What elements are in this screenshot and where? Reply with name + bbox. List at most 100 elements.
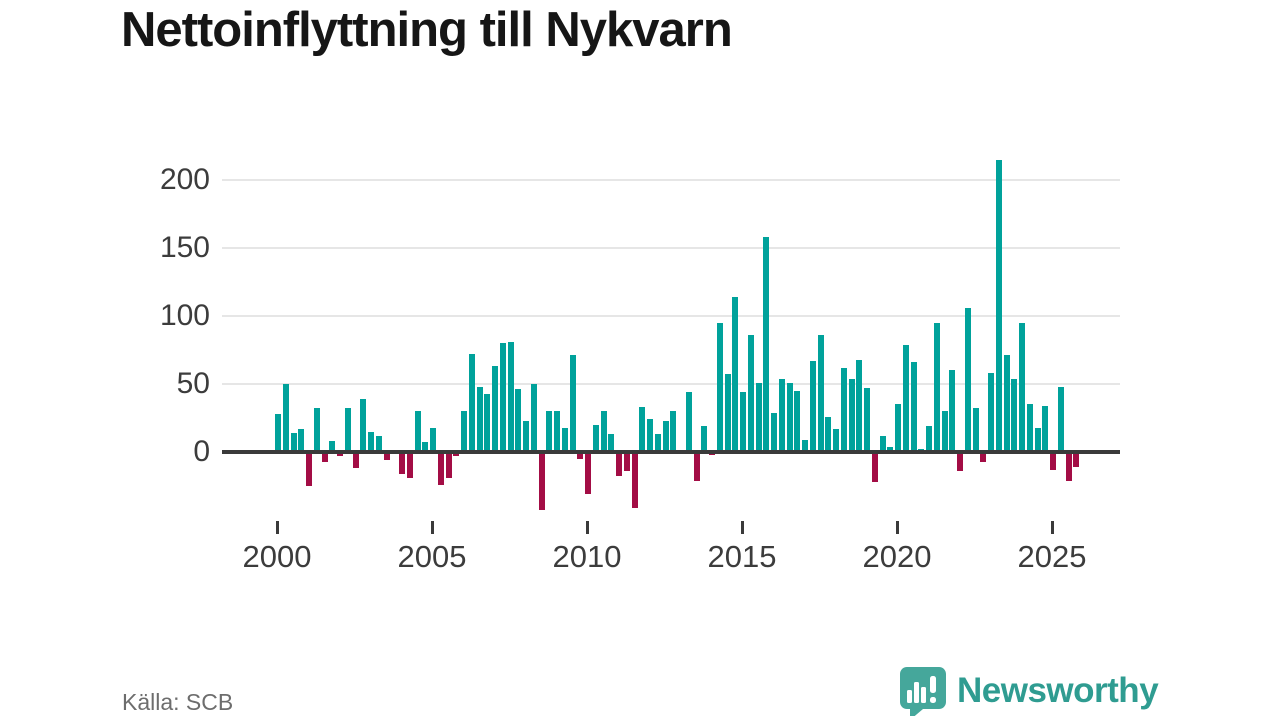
bar [360, 398, 367, 452]
bar [631, 452, 638, 508]
bar [538, 452, 545, 511]
bar [941, 411, 948, 452]
x-axis-label: 2015 [707, 539, 777, 574]
y-axis-label: 150 [159, 231, 210, 264]
gridline [222, 315, 1120, 317]
bar [647, 419, 653, 452]
x-axis-label: 2000 [242, 539, 312, 574]
bar [1073, 452, 1080, 467]
bar [887, 446, 894, 452]
bar [368, 431, 374, 452]
bar [561, 427, 568, 452]
bar [476, 386, 483, 452]
bar [1057, 386, 1064, 452]
gridline [222, 383, 1120, 385]
bar [306, 452, 312, 486]
bar [507, 341, 514, 452]
bar [492, 366, 498, 452]
bar [771, 412, 777, 452]
gridline [222, 179, 1120, 181]
bar [817, 335, 824, 452]
bar [554, 411, 560, 452]
bar [298, 428, 305, 452]
chart-title: Nettoinflyttning till Nykvarn [121, 3, 733, 57]
bar [864, 388, 870, 452]
bar [592, 424, 599, 452]
bar [802, 439, 808, 452]
bar [1065, 452, 1072, 481]
bar [313, 408, 320, 452]
bar [1026, 404, 1033, 452]
bar [879, 435, 886, 452]
bar [1050, 452, 1056, 470]
x-axis-tick [586, 521, 589, 534]
bar [530, 384, 537, 452]
bar [430, 427, 436, 452]
bar [290, 432, 297, 452]
bar [375, 435, 382, 452]
bar [499, 343, 506, 452]
bar [437, 452, 444, 485]
bar [980, 452, 987, 462]
y-axis-label: 50 [176, 367, 210, 400]
bar [639, 407, 646, 452]
bar [321, 452, 328, 462]
bar [825, 416, 832, 452]
bar [933, 322, 940, 452]
bar [406, 452, 413, 478]
bar [569, 355, 576, 452]
bar [833, 428, 839, 452]
gridline [222, 247, 1120, 249]
bar [995, 159, 1002, 452]
bar [1034, 427, 1041, 452]
bar [585, 452, 591, 495]
bar [515, 389, 522, 452]
bar [693, 452, 700, 481]
bar [871, 452, 878, 482]
bar [895, 404, 901, 452]
bar [275, 413, 281, 452]
bar [344, 408, 351, 452]
x-axis-tick [276, 521, 279, 534]
bar [685, 392, 692, 452]
bar [848, 378, 855, 452]
bar [794, 390, 801, 452]
x-axis-label: 2020 [862, 539, 932, 574]
y-axis-label: 0 [193, 435, 210, 468]
newsworthy-logo[interactable]: Newsworthy [898, 666, 1159, 716]
bar [724, 374, 731, 452]
bar [453, 452, 460, 457]
bar [616, 452, 622, 477]
bar [523, 420, 529, 452]
bar [856, 359, 863, 452]
bar [1019, 322, 1025, 452]
bar [972, 408, 979, 452]
y-axis-label: 200 [159, 163, 210, 196]
bar [422, 442, 429, 452]
x-axis-label: 2010 [552, 539, 622, 574]
x-axis-tick [741, 521, 744, 534]
bar [840, 367, 847, 452]
bar [1003, 355, 1010, 452]
bar [600, 411, 607, 452]
bar [337, 452, 343, 457]
bar [809, 360, 816, 452]
bar [445, 452, 452, 478]
bar [778, 378, 785, 452]
bar [654, 434, 661, 452]
x-axis-label: 2025 [1017, 539, 1087, 574]
bar [988, 373, 994, 452]
newsworthy-chart-bubble-icon [900, 667, 946, 716]
newsworthy-logo-text: Newsworthy [957, 671, 1159, 710]
bar [329, 441, 336, 452]
bar [747, 335, 754, 452]
bar [608, 434, 615, 452]
bar [732, 296, 739, 452]
bar [755, 382, 762, 452]
x-axis-label: 2005 [397, 539, 467, 574]
bar [352, 452, 359, 469]
bar [957, 452, 963, 472]
bar [1042, 405, 1049, 452]
